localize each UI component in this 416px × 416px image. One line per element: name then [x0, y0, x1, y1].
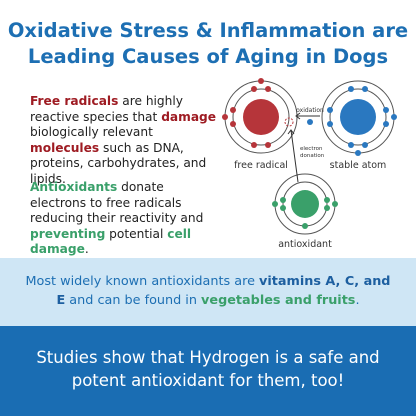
electrons — [327, 86, 397, 156]
missing-electron — [284, 117, 294, 127]
label: stable atom — [330, 160, 387, 171]
text: . — [84, 242, 89, 256]
text: potential — [105, 226, 168, 241]
label: donation — [300, 153, 325, 159]
highlight: damage — [161, 109, 217, 124]
text: are highly reactive species that — [30, 94, 183, 124]
arrow — [287, 129, 299, 183]
footer: Studies show that Hydrogen is a safe and… — [0, 326, 416, 416]
paragraph: Free radicals are highly reactive specie… — [30, 94, 222, 187]
label: free radical — [234, 160, 288, 171]
info-band: Most widely known antioxidants are vitam… — [0, 258, 416, 326]
highlight: Free radicals — [30, 94, 119, 108]
antioxidant-nucleus — [291, 190, 319, 218]
highlight: Antioxidants — [30, 180, 118, 194]
title-line: Oxidative Stress & Inflammation are — [7, 19, 409, 42]
text: such as DNA, proteins, carbohydrates, an… — [30, 140, 207, 186]
footer-text: Studies show that Hydrogen is a safe and… — [36, 348, 380, 390]
text: biologically relevant — [30, 125, 153, 139]
moving-electron — [307, 119, 313, 125]
highlight: cell damage — [30, 226, 192, 257]
diagram: oxidation free radical stable atom elect… — [222, 78, 397, 250]
arrow — [295, 112, 320, 120]
stable-atom-nucleus — [340, 99, 376, 135]
highlight: vitamins A, C, and E — [56, 274, 391, 308]
text: and can be found in — [65, 293, 202, 308]
title: Oxidative Stress & Inflammation are Lead… — [0, 18, 416, 70]
highlight: preventing — [30, 226, 106, 241]
band-text: Most widely known antioxidants are vitam… — [20, 272, 396, 310]
highlight: molecules — [30, 140, 100, 155]
electrons — [222, 78, 271, 148]
text: . — [355, 293, 360, 308]
title-line: Leading Causes of Aging in Dogs — [27, 45, 389, 68]
free-radical-nucleus — [243, 99, 279, 135]
paragraph: Antioxidants donate electrons to free ra… — [30, 180, 222, 258]
label: electron — [300, 146, 323, 152]
highlight: vegetables and fruits — [201, 293, 356, 308]
electrons — [272, 197, 338, 229]
text: Most widely known antioxidants are — [25, 274, 260, 289]
label: oxidation — [296, 107, 324, 114]
label: antioxidant — [278, 239, 332, 250]
text: donate electrons to free radicals reduci… — [30, 180, 204, 225]
